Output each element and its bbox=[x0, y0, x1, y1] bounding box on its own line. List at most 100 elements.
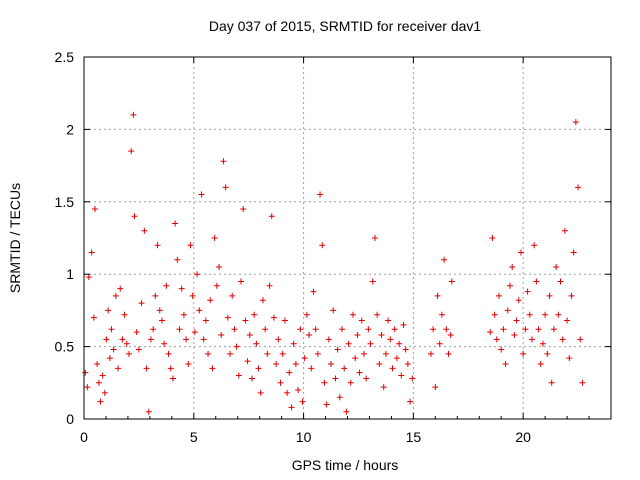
data-point bbox=[566, 355, 573, 362]
data-point bbox=[441, 256, 448, 263]
data-point bbox=[308, 365, 315, 372]
data-point bbox=[409, 375, 416, 382]
data-point bbox=[292, 360, 299, 367]
data-point bbox=[332, 375, 339, 382]
data-point bbox=[572, 119, 579, 126]
data-point bbox=[513, 317, 520, 324]
data-point bbox=[506, 282, 513, 289]
data-point bbox=[310, 288, 317, 295]
data-point bbox=[575, 184, 582, 191]
data-point bbox=[275, 336, 282, 343]
y-tick-label: 0.5 bbox=[55, 339, 75, 355]
y-axis-label: SRMTID / TECUs bbox=[7, 183, 23, 293]
data-point bbox=[141, 227, 148, 234]
data-point bbox=[163, 282, 170, 289]
data-point bbox=[502, 360, 509, 367]
data-point bbox=[150, 326, 157, 333]
data-point bbox=[487, 329, 494, 336]
x-tick-label: 20 bbox=[515, 429, 531, 445]
data-point bbox=[152, 292, 159, 299]
data-point bbox=[167, 365, 174, 372]
data-point bbox=[402, 346, 409, 353]
data-point bbox=[511, 332, 518, 339]
data-point bbox=[117, 285, 124, 292]
data-point bbox=[341, 365, 348, 372]
data-point bbox=[365, 326, 372, 333]
data-point bbox=[517, 249, 524, 256]
data-point bbox=[577, 336, 584, 343]
data-point bbox=[196, 307, 203, 314]
data-point bbox=[515, 297, 522, 304]
data-point bbox=[227, 350, 234, 357]
data-point bbox=[242, 317, 249, 324]
data-point bbox=[169, 375, 176, 382]
data-point bbox=[564, 317, 571, 324]
data-point bbox=[220, 158, 227, 165]
data-point bbox=[91, 206, 98, 213]
data-point bbox=[88, 249, 95, 256]
data-point bbox=[279, 350, 286, 357]
data-point bbox=[542, 311, 549, 318]
data-point bbox=[240, 206, 247, 213]
data-point bbox=[396, 340, 403, 347]
data-points bbox=[82, 111, 586, 415]
data-point bbox=[238, 278, 245, 285]
data-point bbox=[363, 375, 370, 382]
data-point bbox=[194, 271, 201, 278]
data-point bbox=[189, 292, 196, 299]
data-point bbox=[246, 332, 253, 339]
data-point bbox=[94, 360, 101, 367]
data-point bbox=[522, 326, 529, 333]
data-point bbox=[385, 317, 392, 324]
data-point bbox=[358, 317, 365, 324]
data-point bbox=[550, 326, 557, 333]
data-point bbox=[382, 350, 389, 357]
data-point bbox=[273, 360, 280, 367]
data-point bbox=[303, 311, 310, 318]
data-point bbox=[253, 340, 260, 347]
data-point bbox=[559, 336, 566, 343]
data-point bbox=[434, 292, 441, 299]
data-point bbox=[568, 292, 575, 299]
data-point bbox=[172, 220, 179, 227]
data-point bbox=[284, 389, 291, 396]
data-point bbox=[356, 369, 363, 376]
data-point bbox=[85, 274, 92, 281]
data-point bbox=[393, 355, 400, 362]
y-tick-label: 1 bbox=[66, 266, 74, 282]
data-point bbox=[235, 372, 242, 379]
data-point bbox=[110, 346, 117, 353]
data-point bbox=[496, 292, 503, 299]
data-point bbox=[277, 379, 284, 386]
data-point bbox=[436, 340, 443, 347]
data-point bbox=[345, 340, 352, 347]
data-point bbox=[290, 340, 297, 347]
data-point bbox=[198, 191, 205, 198]
data-point bbox=[369, 278, 376, 285]
data-point bbox=[135, 346, 142, 353]
data-point bbox=[126, 350, 133, 357]
data-point bbox=[222, 184, 229, 191]
x-axis-label: GPS time / hours bbox=[292, 457, 399, 473]
data-point bbox=[489, 235, 496, 241]
data-point bbox=[557, 278, 564, 285]
data-point bbox=[119, 336, 126, 343]
data-point bbox=[367, 340, 374, 347]
data-point bbox=[270, 314, 277, 321]
data-point bbox=[447, 332, 454, 339]
data-point bbox=[321, 379, 328, 386]
data-point bbox=[115, 365, 122, 372]
data-point bbox=[528, 336, 535, 343]
data-point bbox=[143, 365, 150, 372]
data-point bbox=[352, 355, 359, 362]
data-point bbox=[147, 336, 154, 343]
data-point bbox=[161, 340, 168, 347]
data-point bbox=[191, 329, 198, 336]
data-point bbox=[176, 326, 183, 333]
data-point bbox=[101, 389, 108, 396]
data-point bbox=[185, 360, 192, 367]
data-point bbox=[334, 346, 341, 353]
data-point bbox=[553, 263, 560, 270]
